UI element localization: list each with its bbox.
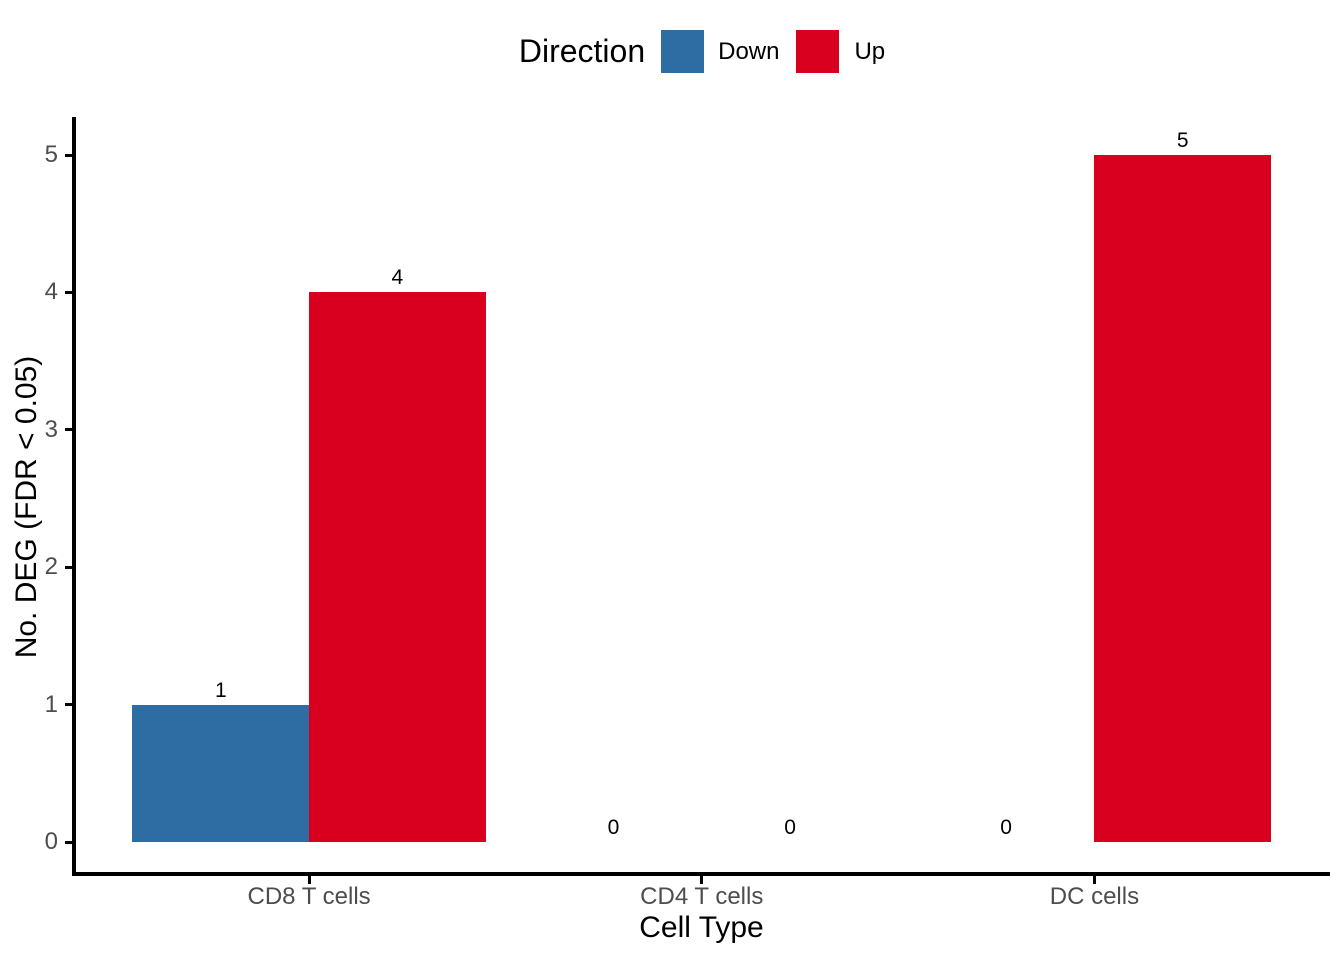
y-tick-label: 4: [44, 278, 58, 306]
y-tick: [64, 840, 74, 844]
x-tick: [307, 875, 311, 884]
legend-swatch-down-icon: [661, 30, 705, 73]
y-tick: [64, 290, 74, 294]
x-tick-label: CD8 T cells: [247, 883, 371, 910]
x-tick-label: DC cells: [1049, 883, 1140, 910]
x-axis-line: [71, 871, 1330, 876]
y-tick: [64, 153, 74, 157]
legend-title: Direction: [518, 33, 646, 69]
bar-value-label: 5: [1176, 129, 1189, 152]
bar-up-0: [309, 292, 486, 842]
x-tick: [1092, 875, 1096, 884]
legend-label-up: Up: [854, 38, 886, 65]
y-axis-line: [71, 117, 76, 876]
bar-value-label: 0: [607, 816, 620, 839]
y-tick: [64, 703, 74, 707]
bar-value-label: 4: [391, 266, 404, 290]
bar-value-label: 1: [214, 678, 227, 702]
y-tick-label: 2: [44, 553, 58, 581]
bar-value-label: 0: [784, 816, 796, 839]
legend: Direction Down Up: [30, 30, 1344, 73]
y-tick-label: 1: [44, 690, 58, 718]
x-tick: [700, 875, 704, 884]
bar-up-2: [1094, 155, 1271, 842]
bar-down-0: [132, 704, 310, 842]
bar-value-label: 0: [1000, 816, 1012, 839]
y-tick: [64, 565, 74, 569]
legend-swatch-up-icon: [796, 30, 840, 73]
x-tick-label: CD4 T cells: [640, 883, 764, 910]
x-axis-title: Cell Type: [639, 911, 764, 944]
legend-label-down: Down: [718, 38, 780, 65]
y-tick: [64, 428, 74, 432]
y-tick-label: 3: [44, 415, 58, 443]
y-axis-title: No. DEG (FDR < 0.05): [10, 355, 43, 659]
y-tick-label: 0: [44, 828, 58, 855]
y-tick-label: 5: [44, 141, 58, 168]
